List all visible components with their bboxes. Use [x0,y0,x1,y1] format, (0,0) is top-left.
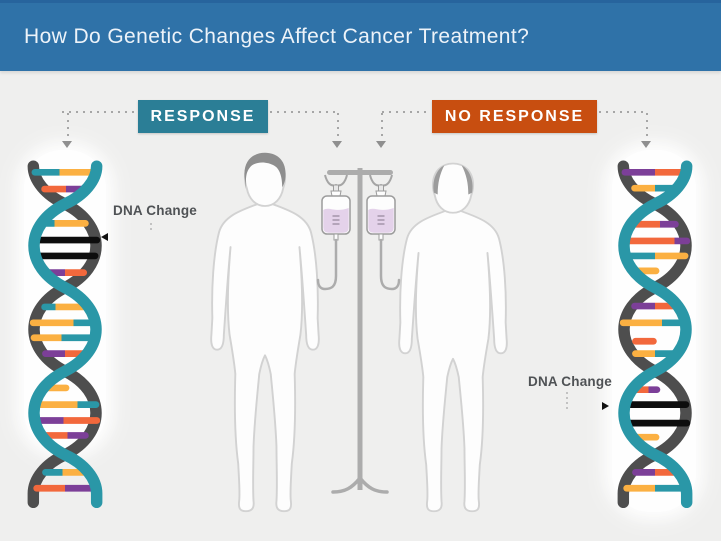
dna-rung [621,168,689,176]
right-arrow-icon [602,402,609,410]
dna-rung [41,303,89,311]
dna-rung [631,184,679,192]
iv-stand [316,168,401,494]
dna-rung [29,236,101,244]
hair-full [244,152,286,190]
iv-pole [357,168,363,490]
iv-tube [316,238,338,291]
iv-bag-left [316,184,351,291]
dna-rung [31,252,99,260]
dna-change-label-left: DNA Change [113,203,198,218]
dna-rung [620,401,690,408]
dna-rung [29,319,101,327]
iv-hook [369,174,393,187]
response-connector-right [270,111,336,113]
dna-rung [619,419,691,427]
dna-change-label-right: DNA Change [528,374,613,389]
patient-figure-nonresponder [398,162,508,513]
dna-rung [619,237,691,245]
hair-balding-patch [433,165,445,195]
dna-rung [619,319,691,327]
iv-top-bar [327,170,393,175]
dna-rung [29,417,101,424]
no-response-connector-right-drop [646,113,648,140]
dna-rung [621,252,689,260]
dna-rung [33,484,97,492]
dna-strand-front [618,160,693,509]
dna-rung [41,432,89,439]
dna-rung [631,302,679,310]
dna-rung [41,220,89,227]
dna-rung [632,469,678,476]
dna-rung [631,220,679,228]
dna-strand-front [28,160,103,509]
response-badge-label: RESPONSE [150,107,256,125]
hair-balding-patch [461,165,473,195]
left-arrow-icon [101,233,108,241]
iv-bag-right [366,184,401,291]
dna-change-pointer-line-right [566,392,568,409]
no-response-connector-left-drop [381,113,383,140]
down-arrow-icon [641,141,651,148]
dna-rung [31,168,99,176]
iv-hook [324,174,348,187]
no-response-connector-right [599,111,645,113]
no-response-badge-label: NO RESPONSE [444,107,585,125]
down-arrow-icon [376,141,386,148]
dna-rung [632,350,678,357]
dna-rung [30,401,100,408]
response-connector-left-drop [67,113,69,140]
dna-rung [42,469,88,476]
iv-base-legs [331,476,389,494]
response-badge: RESPONSE [138,100,268,133]
title-bar: How Do Genetic Changes Affect Cancer Tre… [0,0,721,71]
patient-figure-responder [210,152,320,513]
dna-rung [623,484,687,492]
dna-rung [30,334,100,342]
dna-rung [632,337,657,345]
response-connector-right-drop [337,113,339,140]
no-response-connector-left [382,111,430,113]
down-arrow-icon [332,141,342,148]
iv-tube [379,238,401,291]
page-title: How Do Genetic Changes Affect Cancer Tre… [24,25,530,48]
dna-change-pointer-line-left [150,223,152,233]
dna-rung [42,350,88,357]
dna-helix-left [27,160,103,509]
no-response-badge: NO RESPONSE [432,100,597,133]
response-connector-left [62,111,136,113]
dna-helix-right [617,160,693,509]
down-arrow-icon [62,141,72,148]
